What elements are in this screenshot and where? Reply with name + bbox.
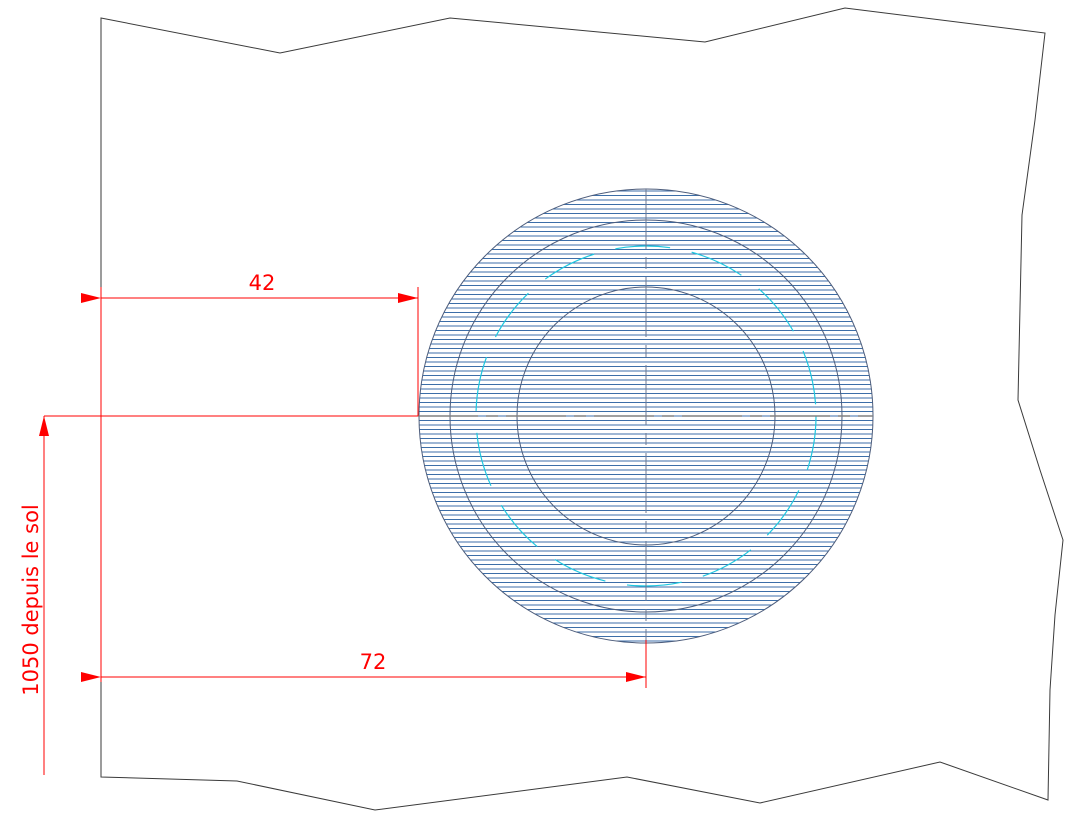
dimension-label-72: 72 — [360, 650, 387, 674]
wall-outline — [100, 7, 1064, 811]
height-note-label: 1050 depuis le sol — [19, 504, 43, 696]
dimension-label-42: 42 — [249, 271, 276, 295]
